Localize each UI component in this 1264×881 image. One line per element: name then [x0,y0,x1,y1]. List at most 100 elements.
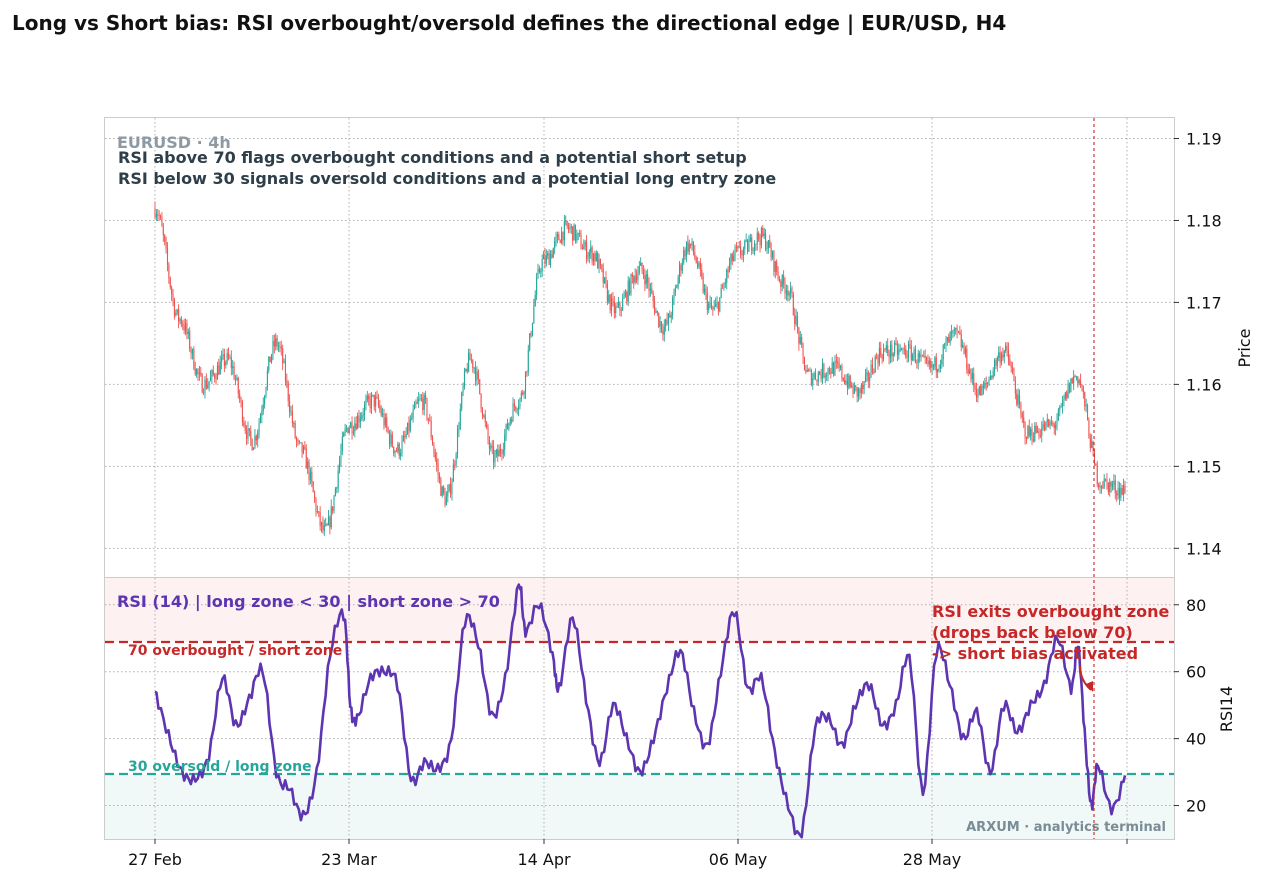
candle-body [1064,392,1066,400]
candle-body [1024,422,1026,438]
candle-body [960,334,962,348]
candle-body [223,354,225,366]
candle-body [462,385,464,393]
candle-body [221,356,223,363]
candle-body [315,498,317,512]
candle-body [533,305,535,323]
candle-body [400,453,402,457]
candle-body [580,234,582,249]
candle-body [749,237,751,242]
candle-body [888,353,890,358]
candle-body [617,302,620,307]
candle-body [1031,428,1033,440]
candle-body [472,359,474,368]
rsi-panel-title: RSI (14) | long zone < 30 | short zone >… [117,592,500,612]
candle-body [839,365,842,369]
candle-body [1066,392,1068,398]
candle-body [1018,395,1021,405]
candle-body [225,362,227,366]
candle-body [486,422,488,428]
candle-body [835,360,837,362]
candle-body [398,443,400,457]
candle-body [710,302,713,309]
candle-body [1095,463,1097,466]
candle-body [394,450,396,453]
candle-body [501,452,503,454]
note-overbought: RSI above 70 flags overbought conditions… [118,148,747,167]
candle-body [1103,478,1105,488]
candle-body [559,240,561,243]
candle-body [763,233,765,237]
candle-body [851,385,853,387]
candle-body [463,371,466,386]
candle-body [738,246,740,248]
candle-body [611,298,613,311]
candle-body [355,423,357,429]
candle-body [1002,354,1004,358]
candle-body [284,360,286,381]
candle-body [597,252,599,269]
candle-body [950,331,953,334]
candle-body [708,303,710,310]
candle-body [814,373,817,380]
candle-body [1113,480,1115,485]
candle-body [859,388,861,393]
candle-body [935,357,937,372]
candle-body [616,306,618,308]
candle-body [337,470,339,488]
candle-body [280,346,282,349]
candle-body [734,247,736,256]
figure-title: Long vs Short bias: RSI overbought/overs… [12,11,1006,35]
candle-body [1023,417,1025,423]
candle-body [499,449,502,453]
candle-body [694,252,696,258]
candle-body [651,288,653,294]
candle-body [197,369,199,375]
candle-body [395,450,398,452]
candle-body [437,464,439,476]
candle-body [318,511,320,513]
candle-body [530,333,532,336]
candle-body [1088,419,1090,439]
candle-body [567,226,570,230]
candle-body [416,401,418,404]
candle-body [1096,465,1098,485]
candle-body [819,372,821,375]
candle-body [1016,393,1018,405]
candle-body [382,413,384,416]
candle-body [282,348,284,363]
price-grid [105,118,1174,577]
candle-body [907,344,910,358]
candle-body [450,484,452,495]
candle-body [259,416,262,423]
candle-body [932,364,935,367]
candle-body [801,336,803,345]
candle-body [497,450,499,457]
candle-body [275,338,277,347]
rsi-line [154,583,1127,839]
candle-body [770,247,772,258]
candle-body [171,287,173,295]
candle-body [641,262,643,271]
candle-body [896,343,898,355]
candle-body [194,369,196,375]
candle-body [769,240,771,248]
candle-body [982,385,985,388]
candle-body [978,386,980,395]
candle-body [1060,406,1062,408]
candle-body [971,373,973,380]
candle-body [720,287,722,298]
candle-body [581,248,583,250]
candle-body [666,319,668,324]
x-tick-label: 27 Feb [128,850,182,869]
candle-body [609,294,611,311]
candle-body [654,301,656,314]
candle-body [494,454,496,463]
candle-body [458,428,460,430]
candle-body [558,234,560,241]
candle-body [255,435,257,441]
candle-body [341,436,343,451]
candle-body [652,293,654,302]
candle-body [889,344,892,358]
candle-body [407,422,409,435]
